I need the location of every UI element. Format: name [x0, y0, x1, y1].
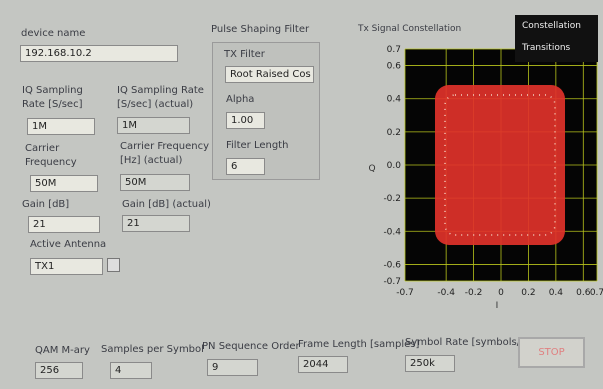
labview-panel: device name 192.168.10.2 IQ Sampling Rat…: [0, 0, 603, 389]
y-tick-label: -0.2: [383, 194, 401, 204]
x-tick-label: -0.7: [396, 288, 414, 298]
label: Samples per Symbol: [101, 343, 204, 357]
y-tick-label: -0.6: [383, 260, 401, 270]
indicator: 250k: [405, 355, 455, 372]
legend-entry: Constellation: [522, 21, 581, 31]
x-tick-label: -0.4: [437, 288, 455, 298]
input[interactable]: 4: [110, 362, 152, 379]
stop-button[interactable]: STOP: [518, 337, 585, 368]
y-tick-label: -0.4: [383, 227, 401, 237]
constellation-graph: Tx Signal Constellation Constellation Tr…: [0, 0, 603, 389]
y-tick-label: 0.6: [387, 62, 402, 72]
input[interactable]: 256: [35, 362, 83, 379]
x-tick-label: 0.7: [590, 288, 603, 298]
x-tick-label: 0.6: [576, 288, 591, 298]
x-tick-label: -0.2: [465, 288, 483, 298]
legend-entry: Transitions: [521, 43, 571, 53]
y-axis-label: Q: [368, 164, 375, 174]
x-tick-label: 0.4: [549, 288, 564, 298]
y-tick-label: 0.7: [387, 45, 401, 55]
y-tick-label: 0.4: [387, 95, 402, 105]
constellation-cloud: [435, 85, 565, 245]
y-tick-label: -0.7: [383, 277, 401, 287]
x-tick-label: 0.2: [521, 288, 535, 298]
input[interactable]: 2044: [298, 356, 348, 373]
graph-title: Tx Signal Constellation: [357, 24, 461, 34]
y-tick-label: 0.0: [387, 161, 402, 171]
label: PN Sequence Order: [202, 340, 300, 354]
x-tick-label: 0: [498, 288, 504, 298]
x-axis-label: I: [496, 301, 499, 311]
input[interactable]: 9: [207, 359, 258, 376]
y-tick-label: 0.2: [387, 128, 401, 138]
label: Frame Length [samples]: [298, 338, 419, 352]
label: QAM M-ary: [35, 344, 90, 358]
